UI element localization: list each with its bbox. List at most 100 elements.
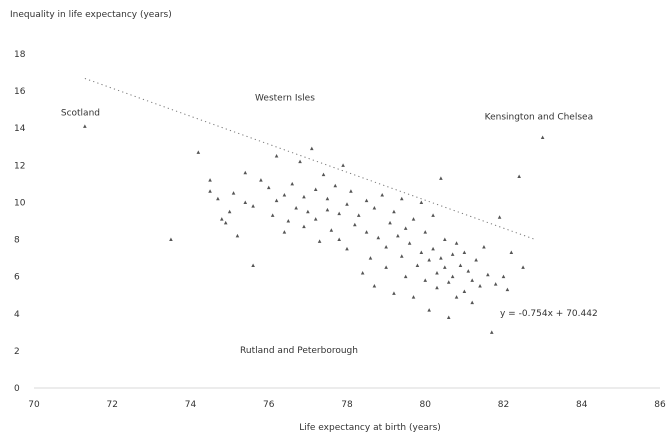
data-point	[227, 209, 232, 214]
data-point	[208, 178, 212, 182]
data-point	[474, 257, 478, 262]
y-tick-label: 12	[14, 161, 25, 171]
data-point	[411, 295, 416, 299]
data-point	[345, 202, 349, 206]
data-point	[243, 200, 248, 204]
data-point	[368, 256, 373, 260]
y-tick-label: 4	[14, 310, 20, 320]
x-tick-label: 72	[107, 400, 118, 410]
data-point	[313, 187, 318, 191]
data-point	[427, 308, 431, 312]
y-axis-title: Inequality in life expectancy (years)	[10, 10, 172, 20]
data-point	[231, 191, 236, 195]
data-point	[446, 315, 451, 319]
annotation-label: Western Isles	[255, 94, 315, 104]
y-tick-label: 6	[14, 273, 20, 283]
data-point	[251, 263, 255, 268]
data-point	[505, 287, 510, 292]
data-point	[341, 163, 345, 167]
x-tick-label: 78	[341, 400, 353, 410]
data-point	[286, 219, 291, 223]
data-point	[243, 170, 248, 175]
data-point	[450, 274, 455, 279]
data-point	[302, 194, 306, 199]
data-point	[466, 269, 471, 273]
y-tick-labels: 0 2 4 6 8 10 12 14 16 18	[14, 50, 26, 394]
data-point	[435, 285, 439, 290]
data-point	[419, 200, 424, 204]
data-point	[208, 189, 212, 193]
data-point	[337, 237, 341, 242]
annotations: Scotland Western Isles Kensington and Chel…	[61, 94, 593, 356]
trendline-equation: y = -0.754x + 70.442	[500, 309, 598, 319]
data-point	[443, 237, 447, 242]
y-tick-label: 14	[14, 124, 26, 134]
y-tick-label: 18	[14, 50, 26, 60]
data-point	[489, 330, 494, 334]
data-point	[333, 183, 338, 188]
x-tick-label: 74	[185, 400, 197, 410]
annotation-label: Scotland	[61, 108, 100, 118]
data-point	[290, 181, 295, 186]
x-tick-label: 84	[576, 400, 588, 410]
data-point	[353, 222, 357, 227]
annotation-label: Rutland and Peterborough	[240, 346, 358, 356]
data-point	[517, 174, 521, 178]
data-point	[450, 252, 455, 256]
data-point	[223, 220, 228, 225]
data-point	[493, 282, 498, 286]
data-point	[427, 257, 431, 262]
data-point	[325, 207, 330, 212]
data-points	[83, 124, 545, 334]
data-point	[364, 230, 369, 234]
data-point	[83, 124, 87, 128]
data-point	[470, 278, 474, 282]
data-point	[392, 209, 396, 214]
data-point	[380, 193, 385, 197]
data-point	[309, 146, 314, 151]
data-point	[274, 198, 279, 203]
y-tick-label: 16	[14, 87, 26, 97]
data-point	[220, 217, 224, 221]
data-point	[462, 289, 467, 294]
data-point	[446, 280, 451, 284]
data-point	[329, 228, 334, 232]
data-point	[325, 196, 330, 201]
y-tick-label: 0	[14, 384, 20, 394]
data-point	[282, 193, 287, 197]
data-point	[497, 215, 502, 219]
data-point	[501, 274, 506, 279]
data-point	[486, 272, 490, 277]
x-axis-title: Life expectancy at birth (years)	[299, 423, 441, 433]
x-tick-label: 86	[654, 400, 666, 410]
x-tick-label: 80	[420, 400, 432, 410]
data-point	[216, 196, 220, 201]
data-point	[423, 230, 428, 234]
y-tick-label: 10	[14, 198, 26, 208]
data-point	[431, 213, 435, 217]
data-point	[399, 196, 404, 201]
x-tick-label: 76	[263, 400, 275, 410]
data-point	[169, 237, 173, 242]
data-point	[462, 250, 467, 255]
data-point	[454, 295, 459, 299]
data-point	[439, 256, 443, 260]
data-point	[349, 189, 353, 193]
data-point	[470, 300, 474, 305]
data-point	[364, 198, 369, 203]
data-point	[399, 254, 404, 258]
data-point	[435, 270, 439, 275]
data-point	[439, 176, 443, 180]
data-point	[431, 246, 435, 251]
x-tick-label: 70	[28, 400, 40, 410]
data-point	[274, 154, 279, 158]
data-point	[235, 233, 240, 238]
data-point	[317, 239, 322, 243]
data-point	[540, 135, 545, 139]
data-point	[270, 213, 275, 217]
data-point	[411, 217, 416, 221]
data-point	[251, 204, 255, 208]
data-point	[509, 250, 514, 255]
data-point	[266, 185, 271, 190]
